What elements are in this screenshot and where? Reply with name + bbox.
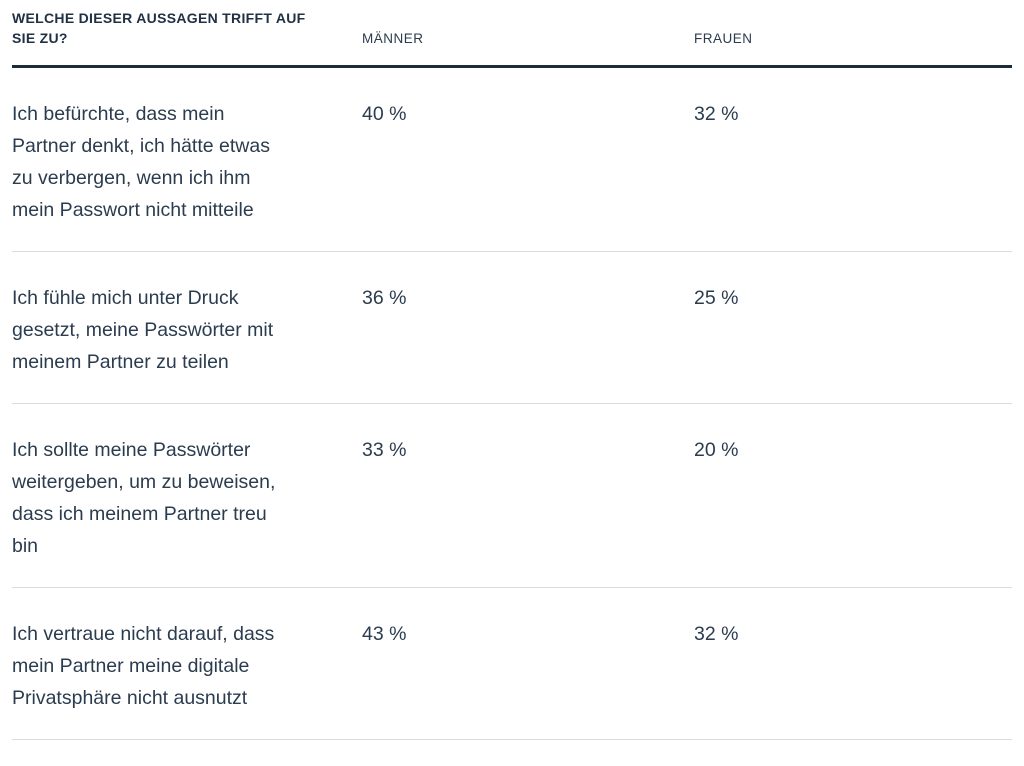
maenner-value: 36 % — [362, 287, 407, 309]
column-header-maenner: MÄNNER — [362, 31, 424, 46]
maenner-value: 43 % — [362, 623, 407, 645]
table-row: Ich befürchte, dass mein Partner denkt, … — [12, 68, 1012, 252]
table-header-row: WELCHE DIESER AUSSAGEN TRIFFT AUF SIE ZU… — [12, 0, 1012, 68]
statement-cell: Ich vertraue nicht darauf, dass mein Par… — [12, 623, 275, 709]
maenner-value: 33 % — [362, 439, 407, 461]
column-header-frauen: FRAUEN — [694, 31, 753, 46]
frauen-value: 20 % — [694, 439, 739, 461]
table-row: Ich fühle mich unter Druck gesetzt, mein… — [12, 252, 1012, 404]
table-row: Ich vertraue nicht darauf, dass mein Par… — [12, 588, 1012, 740]
statement-cell: Ich fühle mich unter Druck gesetzt, mein… — [12, 287, 274, 373]
frauen-value: 32 % — [694, 623, 739, 645]
question-column-header: WELCHE DIESER AUSSAGEN TRIFFT AUF SIE ZU… — [12, 10, 306, 46]
table-row: Ich sollte meine Passwörter weitergeben,… — [12, 404, 1012, 588]
frauen-value: 25 % — [694, 287, 739, 309]
maenner-value: 40 % — [362, 103, 407, 125]
frauen-value: 32 % — [694, 103, 739, 125]
statement-cell: Ich sollte meine Passwörter weitergeben,… — [12, 439, 276, 557]
statement-cell: Ich befürchte, dass mein Partner denkt, … — [12, 103, 270, 221]
survey-table: WELCHE DIESER AUSSAGEN TRIFFT AUF SIE ZU… — [12, 0, 1012, 740]
